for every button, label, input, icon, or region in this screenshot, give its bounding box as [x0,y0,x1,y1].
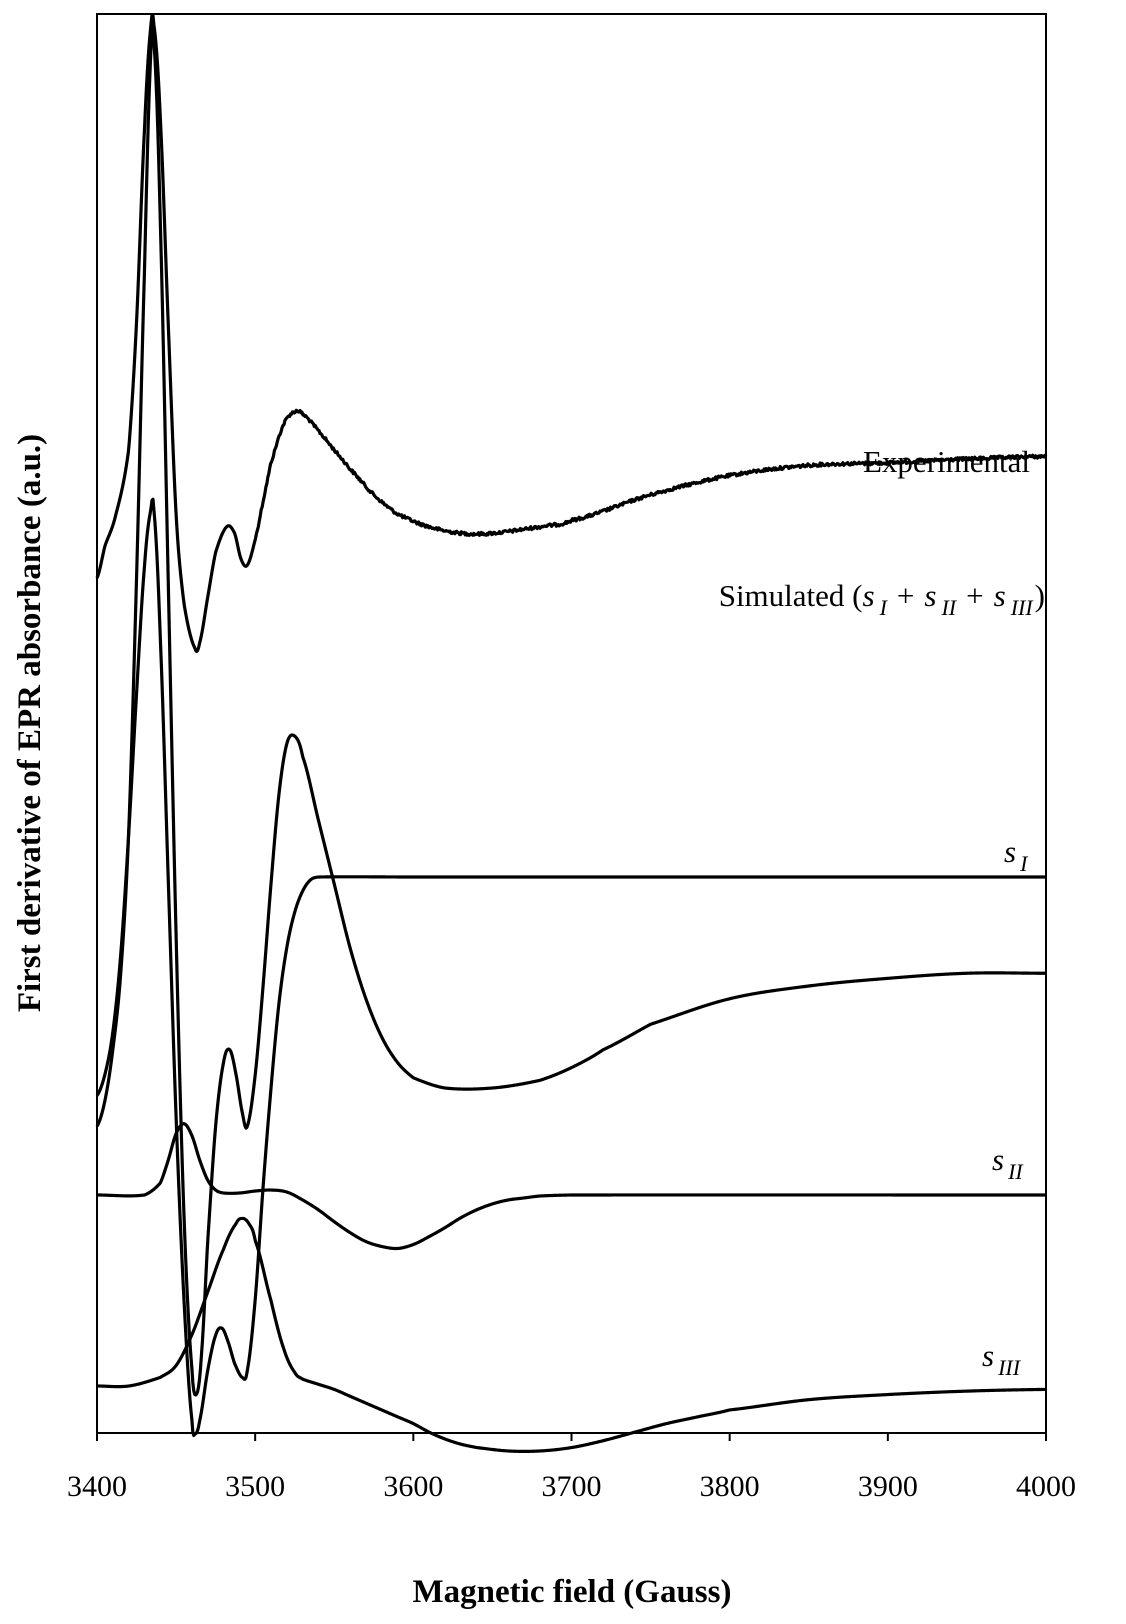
simulated-s3-sub: III [1010,595,1035,620]
s-ii-sub: II [1007,1159,1024,1184]
series-line-simulated [95,24,1047,1397]
x-axis-ticks: 3400 3500 3600 3700 3800 3900 4000 [67,1433,1076,1503]
simulated-prefix: Simulated ( [719,578,863,613]
s-i-letter: s [1004,834,1016,869]
x-tick-label-3800: 3800 [700,1470,760,1503]
x-tick-label-3600: 3600 [383,1470,443,1503]
experimental-label: Experimental [863,444,1030,479]
x-tick-label-3400: 3400 [67,1470,127,1503]
simulated-plus-1: + [897,578,914,613]
x-tick-label-4000: 4000 [1016,1470,1076,1503]
simulated-suffix: ) [1035,578,1045,613]
simulated-s2: s [924,578,936,613]
x-tick-label-3500: 3500 [225,1470,285,1503]
x-tick-label-3700: 3700 [542,1470,602,1503]
s-ii-label: s II [992,1142,1024,1184]
simulated-s1-sub: I [879,595,889,620]
series-line-experimental [95,13,1048,654]
s-iii-sub: III [997,1355,1022,1380]
y-axis-title: First derivative of EPR absorbance (a.u.… [12,434,48,1012]
s-ii-letter: s [992,1142,1004,1177]
s-i-sub: I [1019,851,1029,876]
simulated-plus-2: + [966,578,983,613]
x-axis-title: Magnetic field (Gauss) [413,1574,732,1610]
series-group [95,13,1048,1454]
simulated-s2-sub: II [940,595,957,620]
x-tick-label-3900: 3900 [858,1470,918,1503]
simulated-s1: s [863,578,875,613]
s-iii-letter: s [982,1338,994,1373]
series-line-s-i [95,497,1047,1438]
series-line-s-ii [96,1122,1047,1251]
s-iii-label: s III [982,1338,1022,1380]
simulated-label: Simulated (s I + s II + s III) [719,578,1045,620]
simulated-s3: s [994,578,1006,613]
series-line-s-iii [96,1216,1047,1454]
